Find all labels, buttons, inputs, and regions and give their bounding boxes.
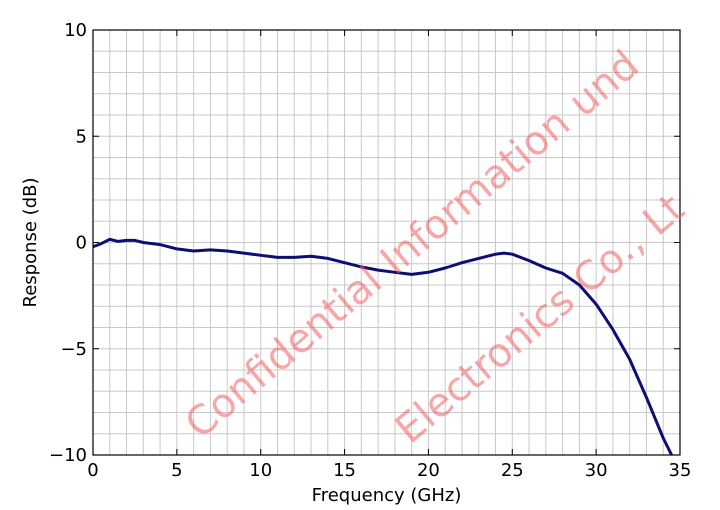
watermark-word: Information (372, 100, 579, 284)
y-tick-label: 5 (76, 126, 87, 147)
watermark-word: Lt (634, 185, 693, 245)
watermark-word: Confidential (177, 258, 391, 448)
x-tick-label: 15 (333, 460, 356, 481)
x-tick-label: 10 (249, 460, 272, 481)
plot-frame (92, 29, 681, 456)
y-tick-label: 10 (64, 20, 87, 41)
x-tick-label: 0 (87, 460, 98, 481)
watermark-word: Electronics (387, 277, 584, 452)
x-tick-label: 5 (171, 460, 182, 481)
y-axis-label: Response (dB) (20, 178, 41, 308)
x-tick-label: 35 (669, 460, 692, 481)
watermark-word: Co., (565, 219, 654, 304)
x-tick-label: 20 (417, 460, 440, 481)
y-tick-label: 0 (76, 233, 87, 254)
y-tick-label: −10 (49, 445, 87, 466)
series-line (92, 237, 673, 456)
x-axis-label: Frequency (GHz) (312, 485, 462, 506)
y-tick-label: −5 (60, 339, 87, 360)
ticks: 0 5 10 15 20 25 30 35 10 5 0 −5 −10 (49, 20, 691, 481)
watermark-word: und (560, 42, 648, 126)
x-tick-label: 30 (585, 460, 608, 481)
x-tick-label: 25 (501, 460, 524, 481)
grid (92, 29, 681, 456)
